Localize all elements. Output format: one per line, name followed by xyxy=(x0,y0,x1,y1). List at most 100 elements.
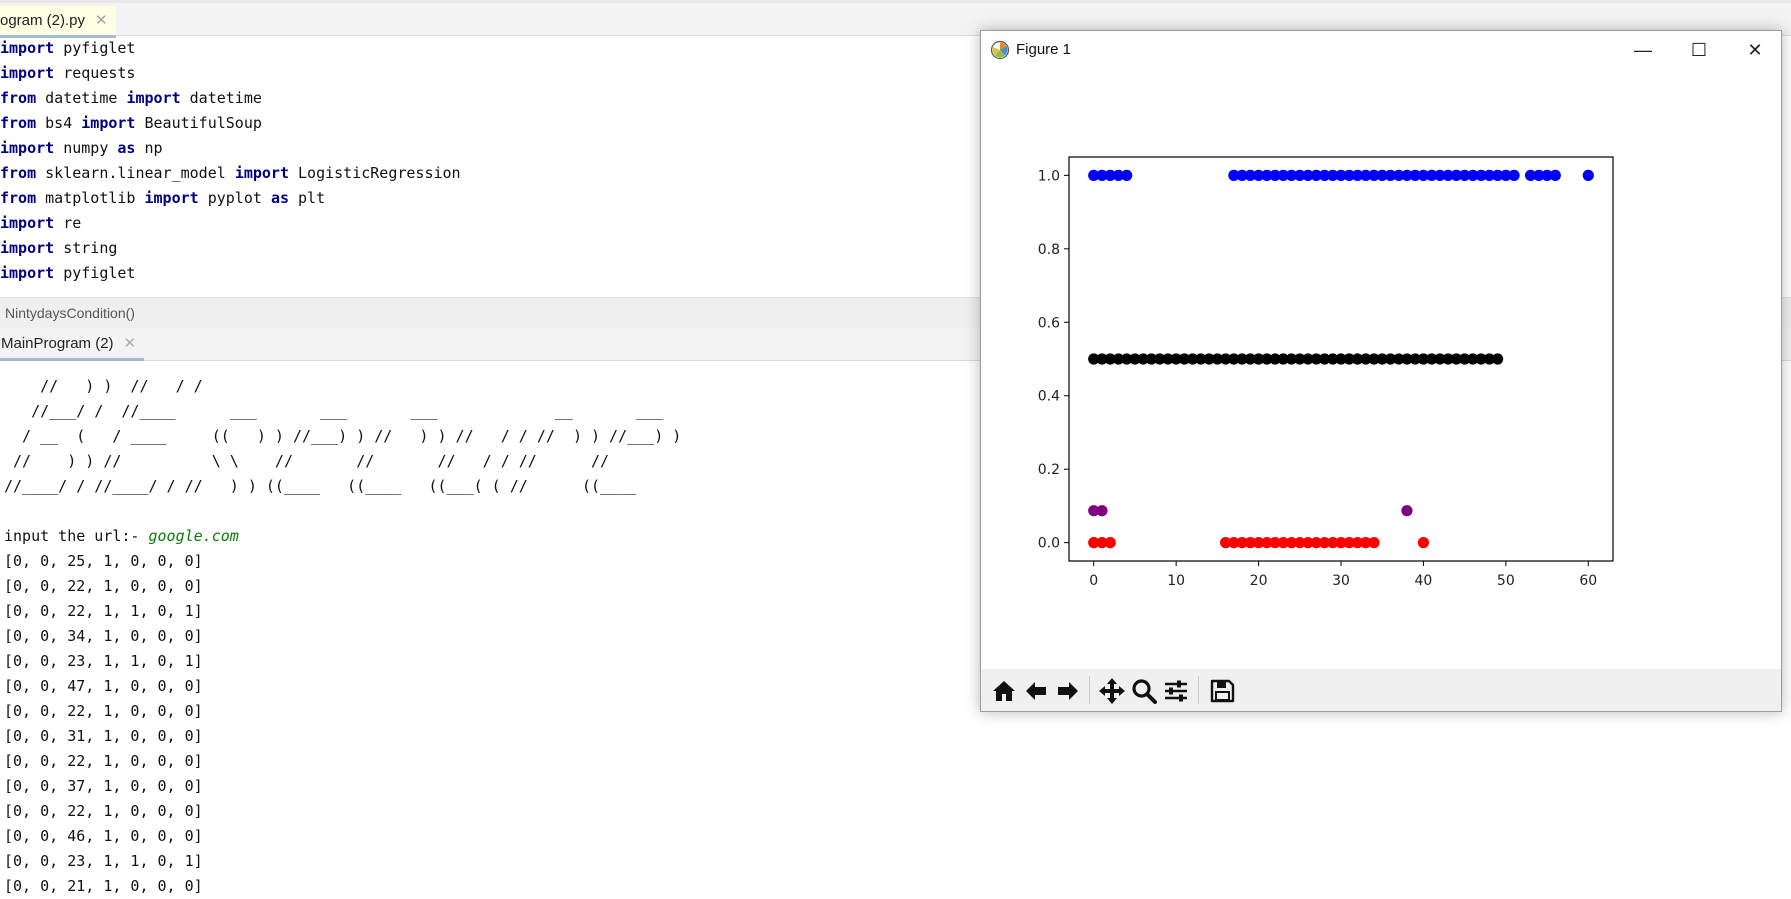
scatter-point xyxy=(1376,353,1388,365)
zoom-button[interactable] xyxy=(1127,674,1161,708)
scatter-point xyxy=(1318,537,1331,549)
code-line[interactable]: from bs4 import BeautifulSoup xyxy=(0,111,980,136)
code-line[interactable]: import pyfiglet xyxy=(0,261,980,286)
top-strip xyxy=(0,0,1791,3)
code-keyword: import xyxy=(0,214,55,232)
tab-label: ogram (2).py xyxy=(0,12,86,29)
code-editor[interactable]: import pyfiglet import requests from datet… xyxy=(0,36,980,286)
pan-button[interactable] xyxy=(1095,674,1129,708)
toolbar-separator xyxy=(1089,676,1090,704)
scatter-point xyxy=(1409,169,1421,181)
code-keyword: import xyxy=(234,164,289,182)
output-line: [0, 0, 31, 1, 0, 0, 0] xyxy=(4,727,203,745)
scatter-point xyxy=(1236,353,1248,365)
back-arrow-icon xyxy=(1026,682,1046,700)
blank-line xyxy=(4,499,984,524)
scatter-point xyxy=(1261,169,1273,181)
code-line[interactable]: import requests xyxy=(0,61,980,86)
code-line[interactable]: from sklearn.linear_model import Logisti… xyxy=(0,161,980,186)
scatter-point xyxy=(1393,169,1405,181)
code-text: datetime xyxy=(36,89,127,107)
home-button[interactable] xyxy=(987,674,1021,708)
minimize-button[interactable]: — xyxy=(1634,40,1652,60)
scatter-point xyxy=(1549,169,1561,181)
scatter-point xyxy=(1269,169,1281,181)
scatter-point xyxy=(1492,169,1504,181)
code-keyword: from xyxy=(0,189,37,207)
scatter-point xyxy=(1220,537,1232,549)
code-line[interactable]: import pyfiglet xyxy=(0,36,980,61)
scatter-point xyxy=(1500,169,1512,181)
configure-subplots-button[interactable] xyxy=(1159,674,1193,708)
output-line: [0, 0, 22, 1, 0, 0, 0] xyxy=(4,752,203,770)
save-button[interactable] xyxy=(1205,674,1239,708)
scatter-point xyxy=(1088,169,1100,181)
code-line[interactable]: import numpy as np xyxy=(0,136,980,161)
scatter-point xyxy=(1285,537,1298,549)
scatter-point xyxy=(1154,353,1166,365)
scatter-point xyxy=(1327,537,1339,549)
scatter-point xyxy=(1368,537,1380,549)
scatter-point xyxy=(1294,169,1306,181)
scatter-point xyxy=(1360,353,1372,365)
code-keyword: as xyxy=(117,139,136,157)
scatter-point xyxy=(1318,169,1331,181)
scatter-point xyxy=(1236,169,1248,181)
scatter-point xyxy=(1459,169,1471,181)
forward-button[interactable] xyxy=(1051,674,1085,708)
code-text: np xyxy=(135,139,163,157)
close-icon[interactable]: ✕ xyxy=(95,12,108,29)
scatter-point xyxy=(1162,353,1174,365)
output-line: [0, 0, 22, 1, 1, 0, 1] xyxy=(4,602,203,620)
console-output[interactable]: // ) ) // / / //___/ / //____ ___ ___ __… xyxy=(4,374,984,899)
close-icon[interactable]: ✕ xyxy=(123,335,137,352)
code-line[interactable]: import re xyxy=(0,211,980,236)
scatter-point xyxy=(1228,169,1240,181)
scatter-point xyxy=(1335,537,1347,549)
close-window-button[interactable]: ✕ xyxy=(1747,40,1763,60)
scatter-chart: 0.0 0.2 0.4 0.6 0.8 1.0 0 10 20 30 40 50 60 xyxy=(1038,156,1614,589)
scatter-point xyxy=(1211,353,1223,365)
ascii-art-line: //___/ / //____ ___ ___ ___ __ ___ xyxy=(4,402,664,420)
output-line: [0, 0, 23, 1, 1, 0, 1] xyxy=(4,652,203,670)
scatter-point xyxy=(1417,353,1430,365)
code-text: requests xyxy=(54,64,136,82)
scatter-point xyxy=(1261,353,1273,365)
scatter-point xyxy=(1088,505,1100,517)
scatter-point xyxy=(1401,353,1413,365)
scatter-point xyxy=(1129,353,1141,365)
code-text: string xyxy=(54,239,118,257)
scatter-point xyxy=(1393,353,1405,365)
code-keyword: from xyxy=(0,164,37,182)
tab-mainprogram-py[interactable]: ogram (2).py ✕ xyxy=(0,6,116,38)
scatter-point xyxy=(1475,169,1487,181)
scatter-point xyxy=(1417,169,1430,181)
code-line[interactable]: from datetime import datetime xyxy=(0,86,980,111)
figure-window[interactable]: Figure 1 — ☐ ✕ 0.0 0.2 0.4 0.6 0.8 1.0 0 10 20 3… xyxy=(980,30,1782,712)
maximize-button[interactable]: ☐ xyxy=(1690,40,1708,60)
code-line[interactable]: import string xyxy=(0,236,980,261)
scatter-point xyxy=(1096,169,1108,181)
scatter-point xyxy=(1401,169,1413,181)
code-keyword: import xyxy=(144,189,199,207)
scatter-point xyxy=(1318,353,1331,365)
plot-canvas[interactable]: 0.0 0.2 0.4 0.6 0.8 1.0 0 10 20 30 40 50 60 xyxy=(981,69,1781,629)
x-tick-label: 10 xyxy=(1167,573,1185,589)
breadcrumb[interactable]: NintydaysCondition() xyxy=(5,305,135,321)
scatter-point xyxy=(1426,169,1438,181)
scatter-point xyxy=(1104,169,1116,181)
back-button[interactable] xyxy=(1019,674,1053,708)
scatter-point xyxy=(1384,169,1397,181)
ascii-art-line: // ) ) // \ \ // // // / / // // xyxy=(4,452,610,470)
scatter-point xyxy=(1277,169,1289,181)
matplotlib-logo-icon xyxy=(990,40,1010,60)
window-titlebar[interactable]: Figure 1 — ☐ ✕ xyxy=(981,31,1781,69)
scatter-point xyxy=(1096,537,1108,549)
scatter-point xyxy=(1310,537,1322,549)
output-line: [0, 0, 46, 1, 0, 0, 0] xyxy=(4,827,203,845)
scatter-point xyxy=(1327,353,1339,365)
code-line[interactable]: from matplotlib import pyplot as plt xyxy=(0,186,980,211)
forward-arrow-icon xyxy=(1058,682,1078,700)
tab-console-mainprogram[interactable]: MainProgram (2) ✕ xyxy=(0,330,145,361)
